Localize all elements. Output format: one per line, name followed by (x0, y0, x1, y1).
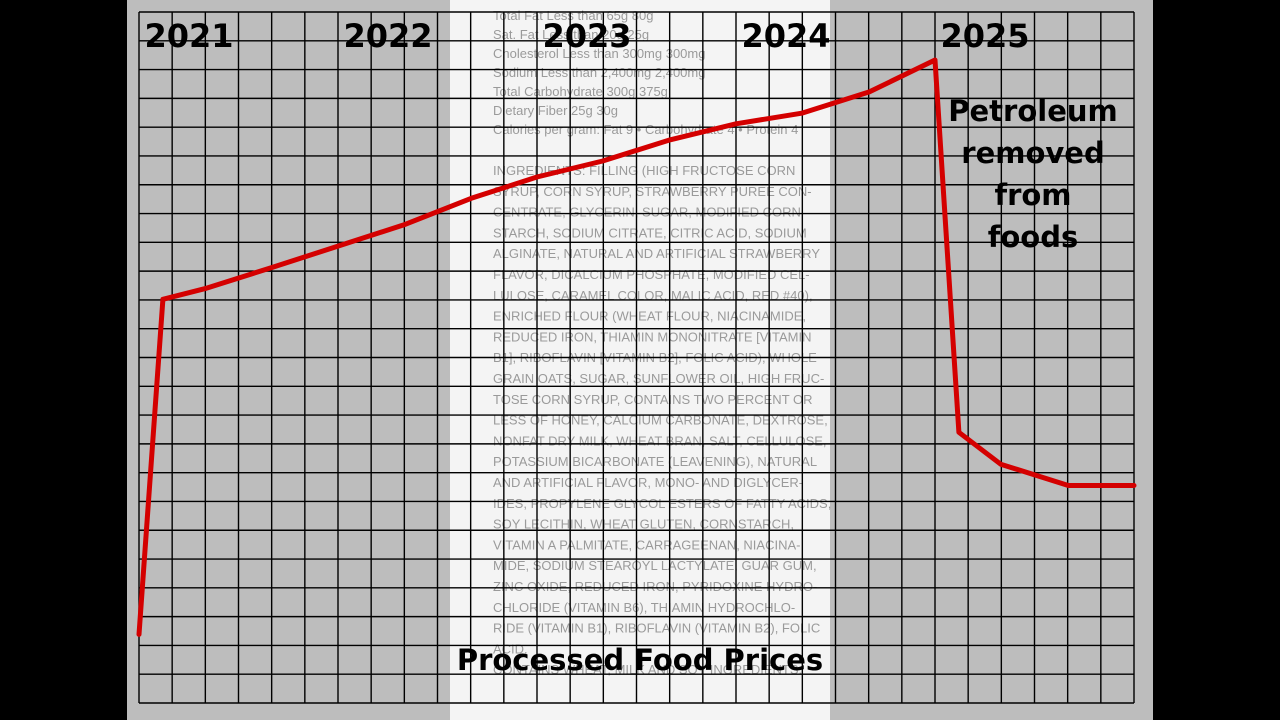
annotation-line: foods (988, 220, 1078, 254)
ingredient-line: AND ARTIFICIAL FLAVOR, MONO- AND DIGLYCE… (493, 475, 803, 490)
ingredient-line: SYRUP, CORN SYRUP, STRAWBERRY PUREE CON- (493, 184, 812, 199)
year-label-2025: 2025 (940, 17, 1029, 55)
ingredient-line: REDUCED IRON, THIAMIN MONONITRATE [VITAM… (493, 329, 812, 344)
chart-title: Processed Food Prices (457, 643, 823, 677)
ingredient-line: FLAVOR, DICALCIUM PHOSPHATE, MODIFIED CE… (493, 267, 810, 282)
ingredient-line: CHLORIDE (VITAMIN B6), THIAMIN HYDROCHLO… (493, 600, 795, 615)
ingredient-line: VITAMIN A PALMITATE, CARRAGEENAN, NIACIN… (493, 537, 800, 552)
ingredient-line: TOSE CORN SYRUP, CONTAINS TWO PERCENT OR (493, 392, 813, 407)
ingredient-line: NONFAT DRY MILK, WHEAT BRAN, SALT, CELLU… (493, 433, 827, 448)
year-label-2021: 2021 (144, 17, 233, 55)
ingredient-line: GRAIN OATS, SUGAR, SUNFLOWER OIL, HIGH F… (493, 371, 824, 386)
nutrition-row: Calories per gram: Fat 9 • Carbohydrate … (493, 122, 798, 137)
nutrition-row: Dietary Fiber 25g 30g (493, 103, 618, 118)
annotation-line: removed (961, 136, 1104, 170)
ingredient-line: SOY LECITHIN, WHEAT GLUTEN, CORNSTARCH, (493, 517, 794, 532)
ingredient-line: RIDE (VITAMIN B1), RIBOFLAVIN (VITAMIN B… (493, 621, 820, 636)
chart-series (136, 57, 1137, 637)
nutrition-row: Sat. Fat Less than 20g 25g (493, 27, 649, 42)
ingredient-line: CENTRATE, GLYCERIN, SUGAR, MODIFIED CORN (493, 205, 801, 220)
nutrition-row: Total Carbohydrate 300g 375g (493, 84, 668, 99)
ingredient-line: LULOSE, CARAMEL COLOR, MALIC ACID, RED #… (493, 288, 813, 303)
year-label-2023: 2023 (542, 17, 631, 55)
ingredient-line: ENRICHED FLOUR (WHEAT FLOUR, NIACINAMIDE… (493, 309, 806, 324)
annotation-line: Petroleum (948, 94, 1117, 128)
annotation-petroleum-removed: Petroleum removed from foods (948, 94, 1117, 254)
annotation-line: from (994, 178, 1071, 212)
ingredient-line: ALGINATE, NATURAL AND ARTIFICIAL STRAWBE… (493, 246, 820, 261)
year-label-2024: 2024 (741, 17, 830, 55)
nutrition-row: Sodium Less than 2,400mg 2,400mg (493, 65, 705, 80)
ingredient-line: MIDE, SODIUM STEAROYL LACTYLATE, GUAR GU… (493, 558, 817, 573)
ingredient-line: STARCH, SODIUM CITRATE, CITRIC ACID, SOD… (493, 225, 807, 240)
year-labels: 2021 2022 2023 2024 2025 (144, 17, 1029, 55)
price-line (136, 57, 1137, 637)
nutrition-row: Cholesterol Less than 300mg 300mg (493, 46, 705, 61)
ingredient-line: LESS OF HONEY, CALCIUM CARBONATE, DEXTRO… (493, 413, 828, 428)
year-label-2022: 2022 (343, 17, 432, 55)
ingredient-line: IDES, PROPYLENE GLYCOL ESTERS OF FATTY A… (493, 496, 831, 511)
chart-grid (138, 11, 1135, 704)
